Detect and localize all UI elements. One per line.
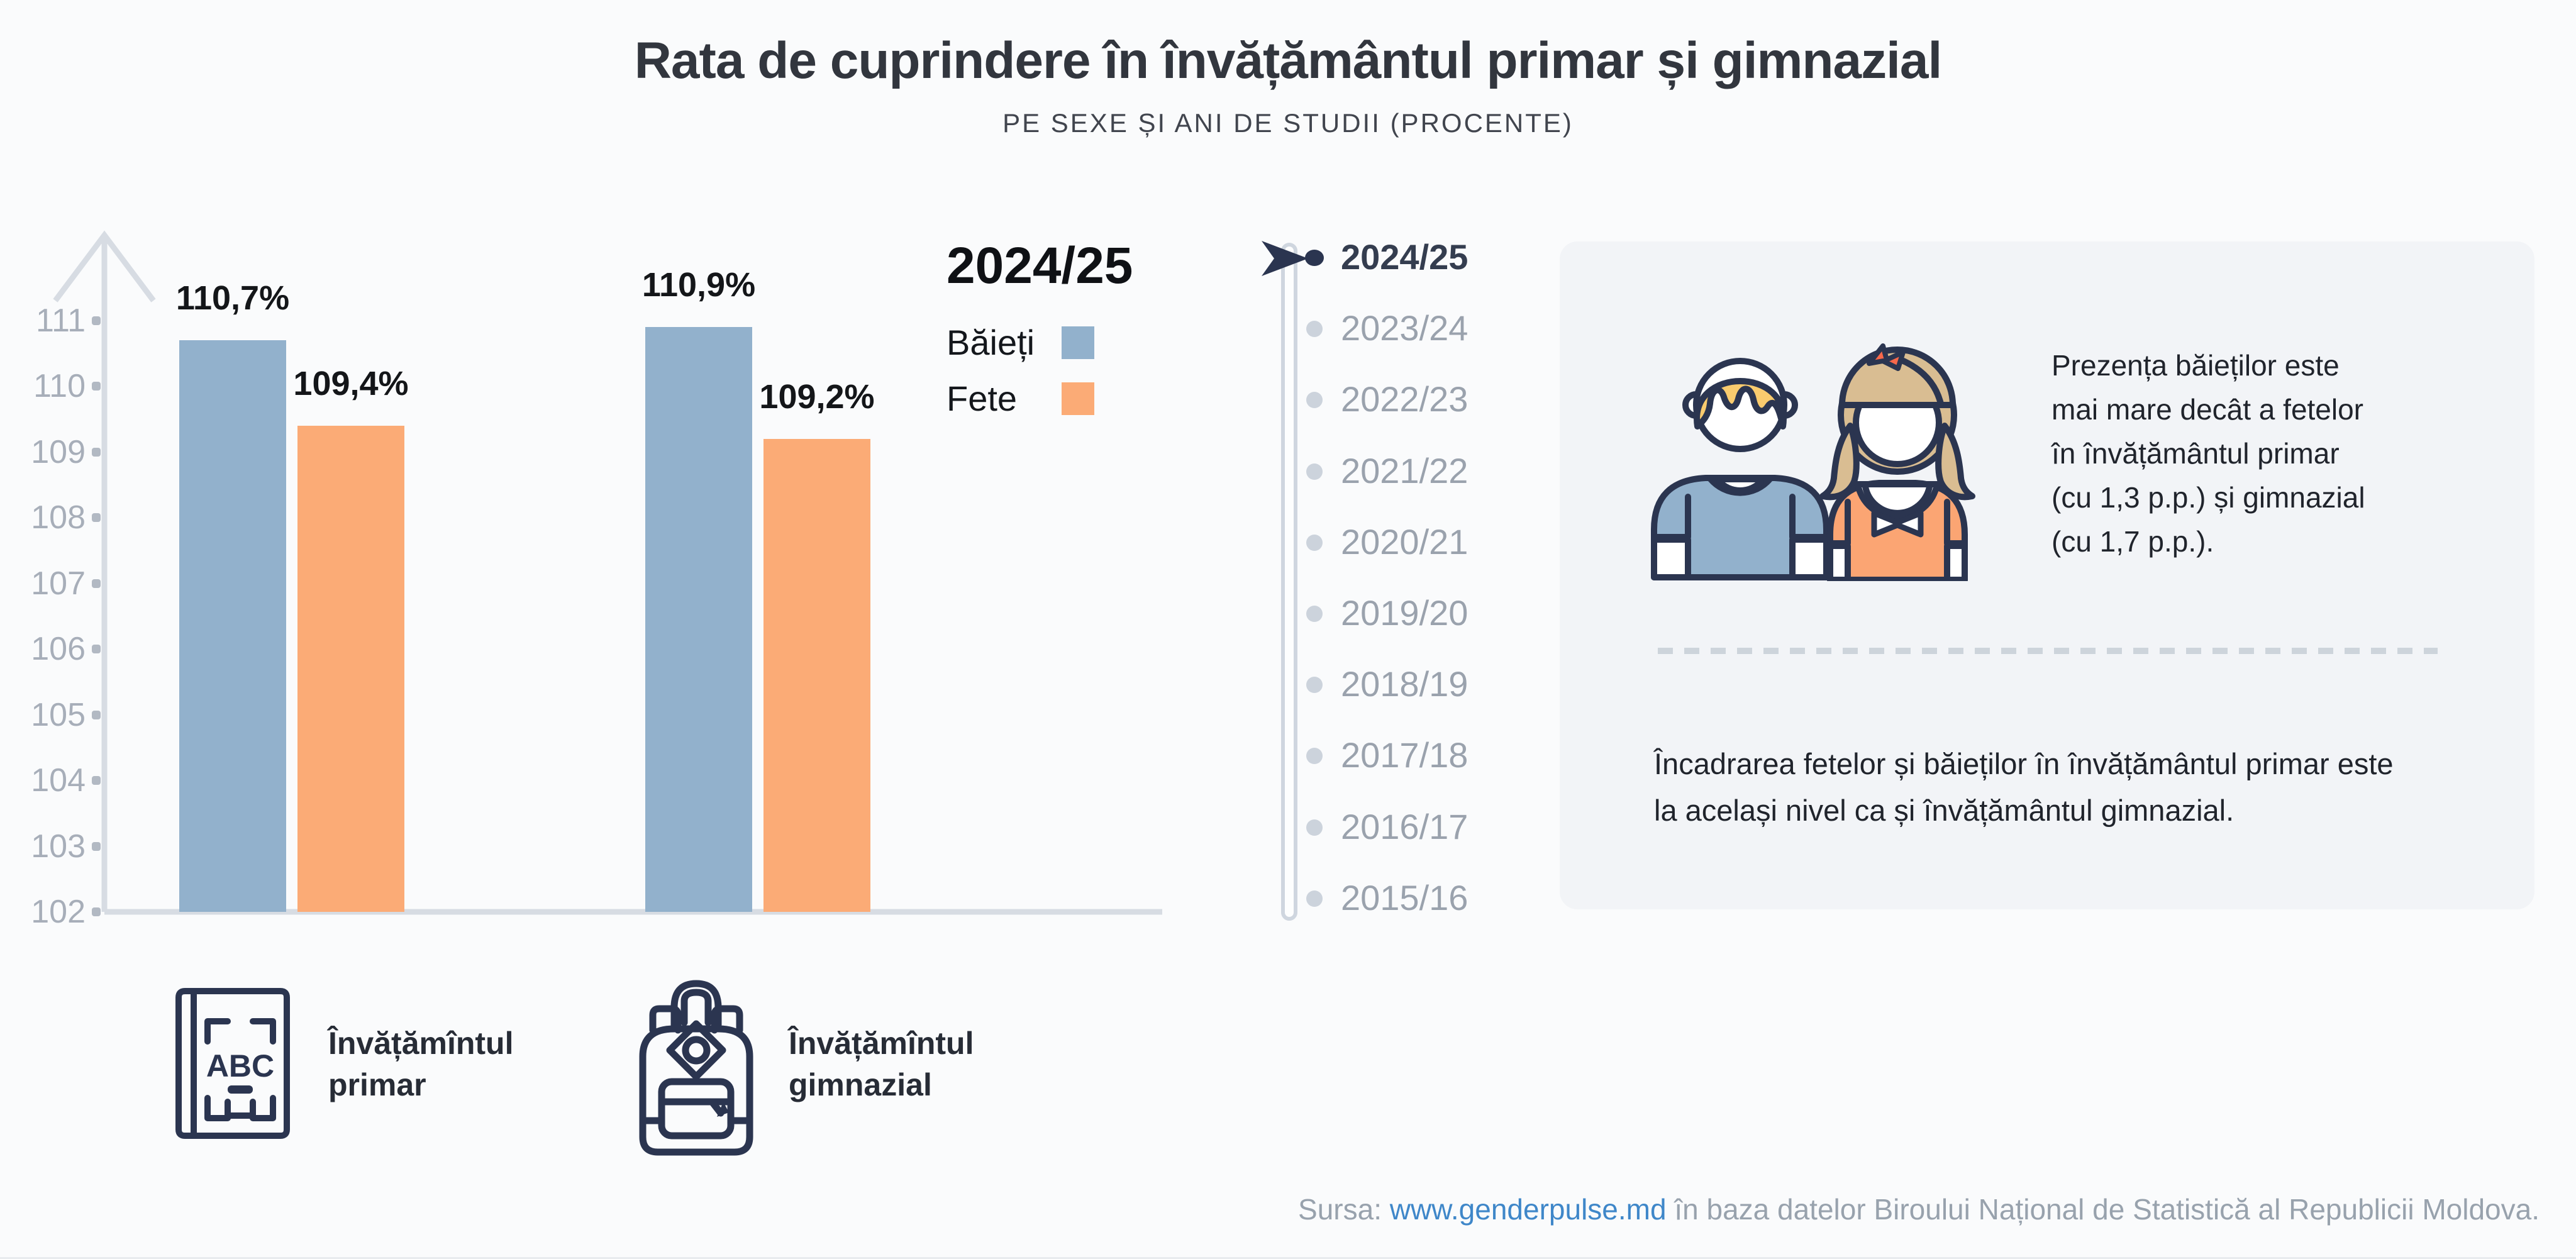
y-tick: 102 — [13, 893, 101, 931]
bar-Fete-Învățămîntul gimnazial[interactable] — [763, 439, 870, 912]
boy-girl-illustration — [1651, 343, 1975, 581]
timeline-dot-2018/19[interactable] — [1306, 677, 1323, 694]
timeline-dot-2015/16[interactable] — [1306, 890, 1323, 907]
category-label-gymnasium: Învățămîntul gimnazial — [789, 1026, 974, 1102]
svg-text:ABC: ABC — [206, 1048, 274, 1084]
primary-book-icon: ABC — [175, 988, 290, 1139]
y-tick-mark-icon — [92, 316, 101, 325]
girl-bowtie — [1871, 510, 1924, 538]
girl-pigtail-left — [1819, 423, 1860, 501]
source-link[interactable]: www.genderpulse.md — [1389, 1193, 1667, 1226]
timeline-dot-2021/22[interactable] — [1306, 463, 1323, 480]
source-prefix: Sursa: — [1298, 1193, 1390, 1226]
boy-hair — [1694, 378, 1787, 430]
category-label-primary: Învățămîntul primar — [328, 1026, 514, 1102]
y-tick-mark-icon — [92, 513, 101, 523]
y-tick-mark-icon — [92, 776, 101, 785]
legend-label-boys: Băieți — [947, 323, 1035, 362]
bar-value-label: 110,7% — [175, 279, 290, 318]
girl-cuff-right — [1944, 543, 1968, 581]
y-tick: 110 — [13, 367, 101, 405]
bar-value-label: 109,4% — [293, 365, 409, 403]
y-tick-mark-icon — [92, 907, 101, 916]
timeline-dot-2022/23[interactable] — [1306, 392, 1323, 409]
timeline-year-2018/19[interactable]: 2018/19 — [1341, 664, 1468, 704]
timeline-dot-2017/18[interactable] — [1306, 748, 1323, 765]
y-tick-mark-icon — [92, 447, 101, 457]
legend-swatch-boys-icon — [1062, 326, 1094, 359]
legend-year-title: 2024/25 — [947, 237, 1133, 294]
boy-sleeve-seams — [1651, 494, 1829, 540]
page-subtitle: PE SEXE ȘI ANI DE STUDII (PROCENTE) — [1002, 108, 1574, 138]
bar-value-label: 109,2% — [759, 378, 875, 416]
timeline-year-2024/25[interactable]: 2024/25 — [1341, 237, 1468, 277]
girl-sleeve-seams — [1827, 499, 1968, 546]
timeline-dot-2024/25[interactable] — [1305, 250, 1324, 266]
boy-collar-inner — [1716, 479, 1764, 494]
girl-cuff-left — [1827, 543, 1851, 581]
insight-text-bottom: Încadrarea fetelor și băieților în învăț… — [1654, 747, 2394, 827]
insight-text-top: Prezența băieților este mai mare decât a… — [2051, 349, 2365, 558]
timeline-year-2017/18[interactable]: 2017/18 — [1341, 735, 1468, 775]
bar-value-label: 110,9% — [641, 266, 756, 304]
y-tick: 109 — [13, 433, 101, 471]
y-tick: 108 — [13, 499, 101, 536]
dashed-divider — [1658, 648, 2438, 654]
girl-bow-icon — [1867, 343, 1906, 371]
girl-collar-inner — [1862, 484, 1933, 516]
y-tick-mark-icon — [92, 710, 101, 719]
bar-Fete-Învățămîntul primar[interactable] — [297, 426, 404, 912]
girl-hair-part — [1897, 357, 1944, 407]
page-title: Rata de cuprindere în învățământul prima… — [634, 32, 1943, 89]
boy-cuff-right — [1789, 536, 1829, 580]
timeline-dot-2020/21[interactable] — [1306, 534, 1323, 551]
legend-swatch-girls-icon — [1062, 382, 1094, 415]
timeline-year-2020/21[interactable]: 2020/21 — [1341, 521, 1468, 562]
y-tick: 104 — [13, 762, 101, 799]
timeline-year-2021/22[interactable]: 2021/22 — [1341, 450, 1468, 491]
source-line: Sursa: www.genderpulse.md în baza datelo… — [1298, 1192, 2540, 1226]
y-tick-mark-icon — [92, 382, 101, 391]
y-tick: 105 — [13, 696, 101, 734]
legend-item-boys: Băieți — [947, 322, 1094, 363]
timeline-dot-2019/20[interactable] — [1306, 606, 1323, 622]
legend-label-girls: Fete — [947, 379, 1018, 418]
timeline-year-2023/24[interactable]: 2023/24 — [1341, 308, 1468, 348]
timeline-dot-2016/17[interactable] — [1306, 819, 1323, 836]
chart-legend: 2024/25 Băieți Fete — [947, 236, 1133, 434]
boy-shirt — [1651, 475, 1829, 580]
y-tick-mark-icon — [92, 841, 101, 851]
y-tick: 103 — [13, 828, 101, 865]
y-tick-mark-icon — [92, 645, 101, 654]
timeline-year-2022/23[interactable]: 2022/23 — [1341, 379, 1468, 419]
bar-Băieți-Învățămîntul primar[interactable] — [179, 340, 286, 912]
y-tick: 106 — [13, 630, 101, 668]
y-tick: 107 — [13, 565, 101, 602]
timeline-year-2015/16[interactable]: 2015/16 — [1341, 877, 1468, 918]
y-tick: 111 — [13, 302, 101, 340]
bar-Băieți-Învățămîntul gimnazial[interactable] — [645, 327, 752, 912]
y-tick-mark-icon — [92, 579, 101, 588]
bottom-border — [0, 1257, 2576, 1259]
timeline-year-2019/20[interactable]: 2019/20 — [1341, 593, 1468, 633]
gymnasium-backpack-icon — [639, 980, 753, 1156]
boy-cuff-left — [1651, 536, 1691, 580]
source-suffix: în baza datelor Biroului Național de Sta… — [1666, 1193, 2540, 1226]
timeline-year-2016/17[interactable]: 2016/17 — [1341, 806, 1468, 846]
timeline-dot-2023/24[interactable] — [1306, 321, 1323, 338]
girl-pigtail-right — [1935, 423, 1975, 501]
legend-item-girls: Fete — [947, 378, 1094, 419]
timeline-track[interactable] — [1281, 243, 1297, 921]
